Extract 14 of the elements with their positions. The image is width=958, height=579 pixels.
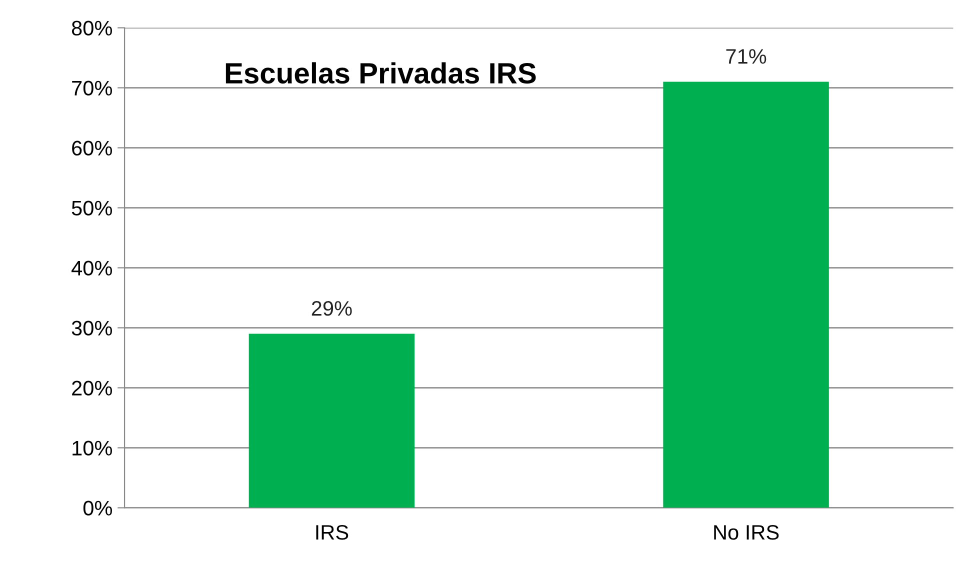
y-tick-label: 80%	[72, 20, 112, 36]
y-tick-label: 10%	[72, 440, 112, 456]
x-tick-label: No IRS	[714, 525, 779, 540]
y-tick-label: 60%	[72, 140, 112, 156]
data-label: 29%	[312, 301, 352, 316]
y-tick-label: 40%	[72, 260, 112, 276]
y-tick-label: 20%	[72, 380, 112, 396]
x-tick-label: IRS	[316, 525, 348, 540]
y-tick-label: 30%	[72, 320, 112, 336]
data-label: 71%	[726, 49, 766, 64]
text: Escuelas Privadas IRS	[226, 62, 536, 84]
y-tick-label: 70%	[72, 80, 112, 96]
y-tick-label: 0%	[83, 500, 112, 516]
y-tick-label: 50%	[72, 200, 112, 216]
